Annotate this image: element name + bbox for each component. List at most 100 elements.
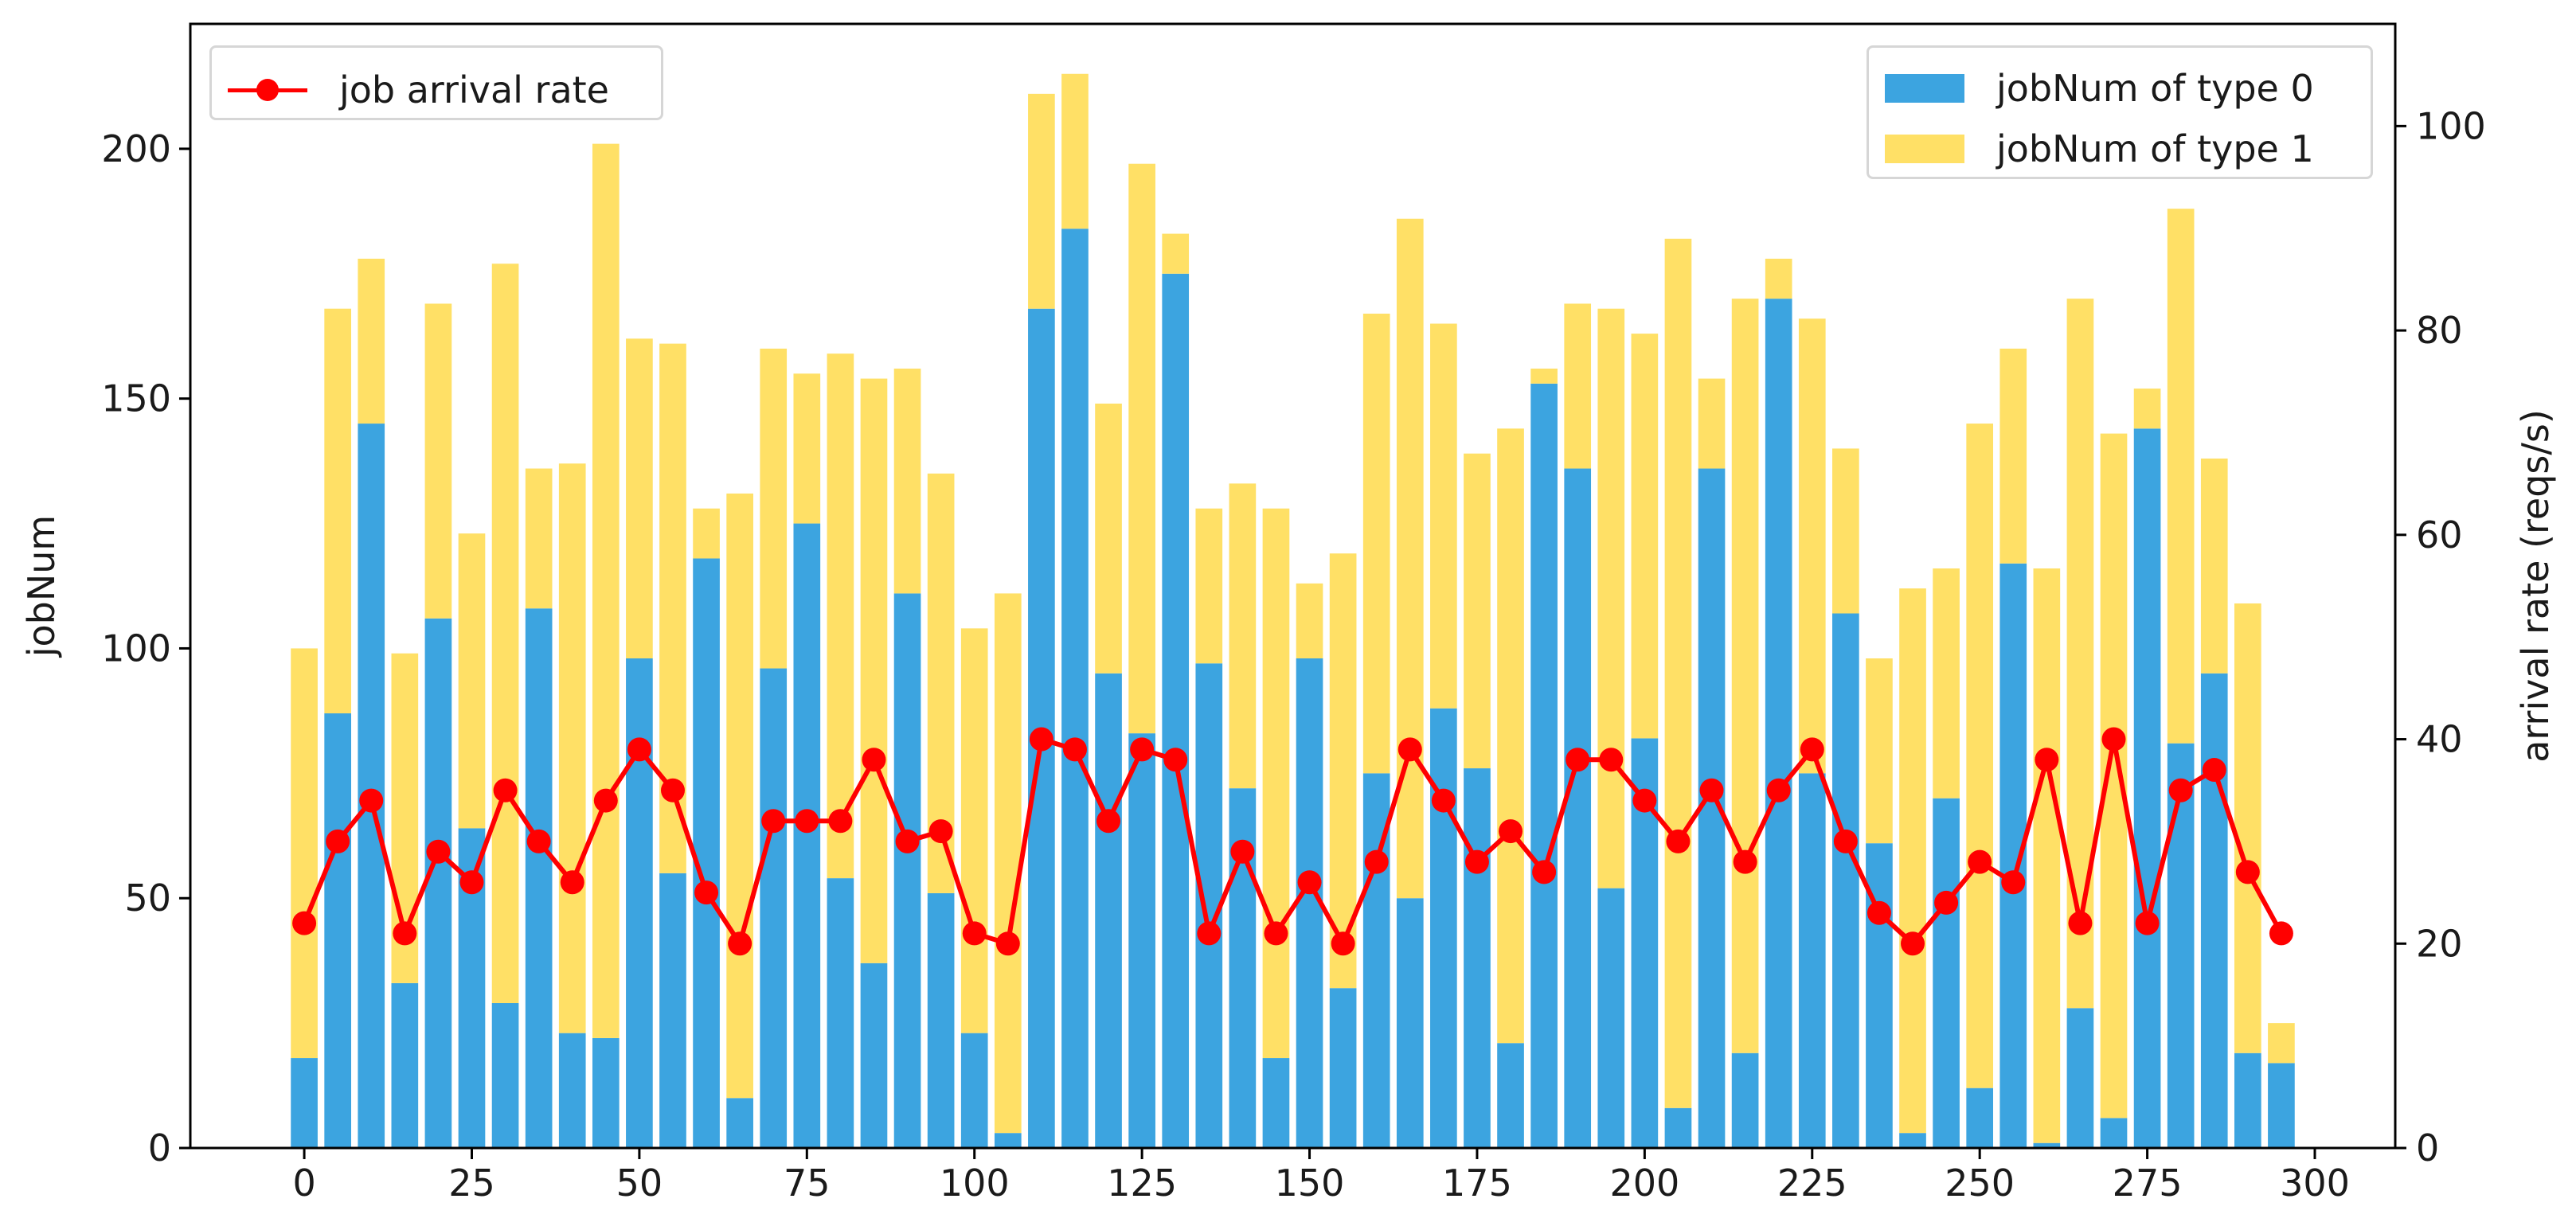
bar-type1 <box>2100 433 2128 1119</box>
bar-type0 <box>358 424 385 1148</box>
bar-type1 <box>1999 348 2027 564</box>
arrival-rate-point <box>1666 829 1691 853</box>
legend-label: jobNum of type 0 <box>1996 67 2314 110</box>
line-marker-icon <box>228 76 307 104</box>
arrival-rate-point <box>2269 921 2293 946</box>
arrival-rate-point <box>828 809 853 834</box>
bar-type0 <box>2033 1142 2061 1148</box>
bar-type1 <box>1866 658 1893 844</box>
bar-type1 <box>1933 568 1960 799</box>
bar-type1 <box>592 143 620 1038</box>
bar-type1 <box>2066 299 2094 1009</box>
bar-type0 <box>994 1133 1022 1148</box>
x-tick-label: 25 <box>448 1162 495 1205</box>
bar-type1 <box>525 468 553 609</box>
bar-type1 <box>760 348 788 669</box>
arrival-rate-point <box>1901 931 1925 956</box>
arrival-rate-point <box>1431 788 1456 813</box>
bar-type0 <box>1464 768 1491 1148</box>
bar-type1 <box>1597 308 1625 888</box>
bar-type1 <box>827 353 854 879</box>
bar-type0 <box>1933 798 1960 1148</box>
bars-layer <box>291 73 2295 1149</box>
x-tick-label: 175 <box>1442 1162 1512 1205</box>
bar-type1 <box>1731 299 1759 1053</box>
bar-type0 <box>1095 673 1122 1148</box>
arrival-rate-point <box>1464 849 1489 874</box>
bar-type0 <box>1966 1087 1994 1148</box>
arrival-rate-point <box>1632 788 1657 813</box>
arrival-rate-point <box>1532 860 1557 884</box>
arrival-rate-point <box>2235 860 2260 884</box>
bar-type1 <box>458 533 486 829</box>
bar-type1 <box>1028 93 1055 309</box>
arrival-rate-point <box>359 788 384 813</box>
x-tick-label: 275 <box>2113 1162 2183 1205</box>
plot-frame <box>189 22 2397 1150</box>
bar-type1 <box>1095 403 1122 674</box>
bar-type0 <box>659 873 686 1148</box>
arrival-rate-point <box>1397 737 1422 762</box>
bar-type1 <box>726 493 753 1099</box>
x-tick-label: 125 <box>1107 1162 1177 1205</box>
bar-type0 <box>1497 1043 1524 1148</box>
arrival-rate-point <box>459 870 484 895</box>
arrival-rate-point <box>1833 829 1858 853</box>
legend-label: job arrival rate <box>339 68 609 111</box>
bar-type1 <box>1798 318 1826 774</box>
yellow-swatch-icon <box>1885 135 1964 163</box>
x-tick-label: 0 <box>292 1162 315 1205</box>
bar-type1 <box>860 378 888 963</box>
bar-type0 <box>1128 733 1155 1148</box>
y2-tick-label: 60 <box>2416 513 2463 556</box>
bar-type0 <box>2167 743 2195 1148</box>
bar-type0 <box>827 878 854 1148</box>
bar-type0 <box>1731 1052 1759 1148</box>
bar-type1 <box>1765 258 1792 299</box>
arrival-rate-point <box>2068 911 2093 935</box>
bar-type1 <box>2268 1023 2295 1064</box>
arrival-rate-point <box>1264 921 1288 946</box>
bar-type0 <box>1396 898 1424 1148</box>
bar-type1 <box>1262 508 1290 1059</box>
bar-type0 <box>1564 468 1592 1148</box>
arrival-rate-point <box>526 829 551 853</box>
legend-job-types: jobNum of type 0 jobNum of type 1 <box>1867 45 2373 179</box>
arrival-rate-point <box>393 921 417 946</box>
x-tick-label: 50 <box>616 1162 663 1205</box>
bar-type0 <box>2066 1008 2094 1148</box>
bar-type1 <box>1362 313 1390 774</box>
bar-type0 <box>860 963 888 1148</box>
arrival-rate-line-layer <box>292 727 2293 956</box>
bar-type1 <box>324 308 351 714</box>
bar-type0 <box>2133 428 2161 1148</box>
bar-type0 <box>391 982 419 1148</box>
bar-type1 <box>1698 378 1726 469</box>
arrival-rate-point <box>1331 931 1355 956</box>
bar-type0 <box>693 558 720 1148</box>
y2-tick-label: 80 <box>2416 309 2463 352</box>
arrival-rate-point <box>1968 849 1992 874</box>
bar-type1 <box>1899 588 1926 1134</box>
arrival-rate-point <box>2101 727 2126 752</box>
bar-type0 <box>1832 613 1859 1148</box>
arrival-rate-point <box>593 788 618 813</box>
bar-type1 <box>1229 483 1257 789</box>
bar-type1 <box>2033 568 2061 1143</box>
bar-type1 <box>1664 238 1692 1108</box>
y-tick-label: 150 <box>101 377 171 420</box>
x-tick-label: 150 <box>1275 1162 1345 1205</box>
legend-arrival-rate: job arrival rate <box>209 45 663 120</box>
bar-type1 <box>1296 583 1323 658</box>
arrival-rate-point <box>1163 748 1188 772</box>
bar-type1 <box>1128 163 1155 734</box>
x-tick-label: 225 <box>1777 1162 1847 1205</box>
bar-type0 <box>1664 1107 1692 1148</box>
bar-type0 <box>726 1098 753 1148</box>
bar-type1 <box>291 648 318 1059</box>
arrival-rate-point <box>1197 921 1222 946</box>
arrival-rate-point <box>694 881 719 905</box>
arrival-rate-point <box>560 870 584 895</box>
bar-type1 <box>1832 448 1859 614</box>
bar-type0 <box>1765 299 1792 1149</box>
